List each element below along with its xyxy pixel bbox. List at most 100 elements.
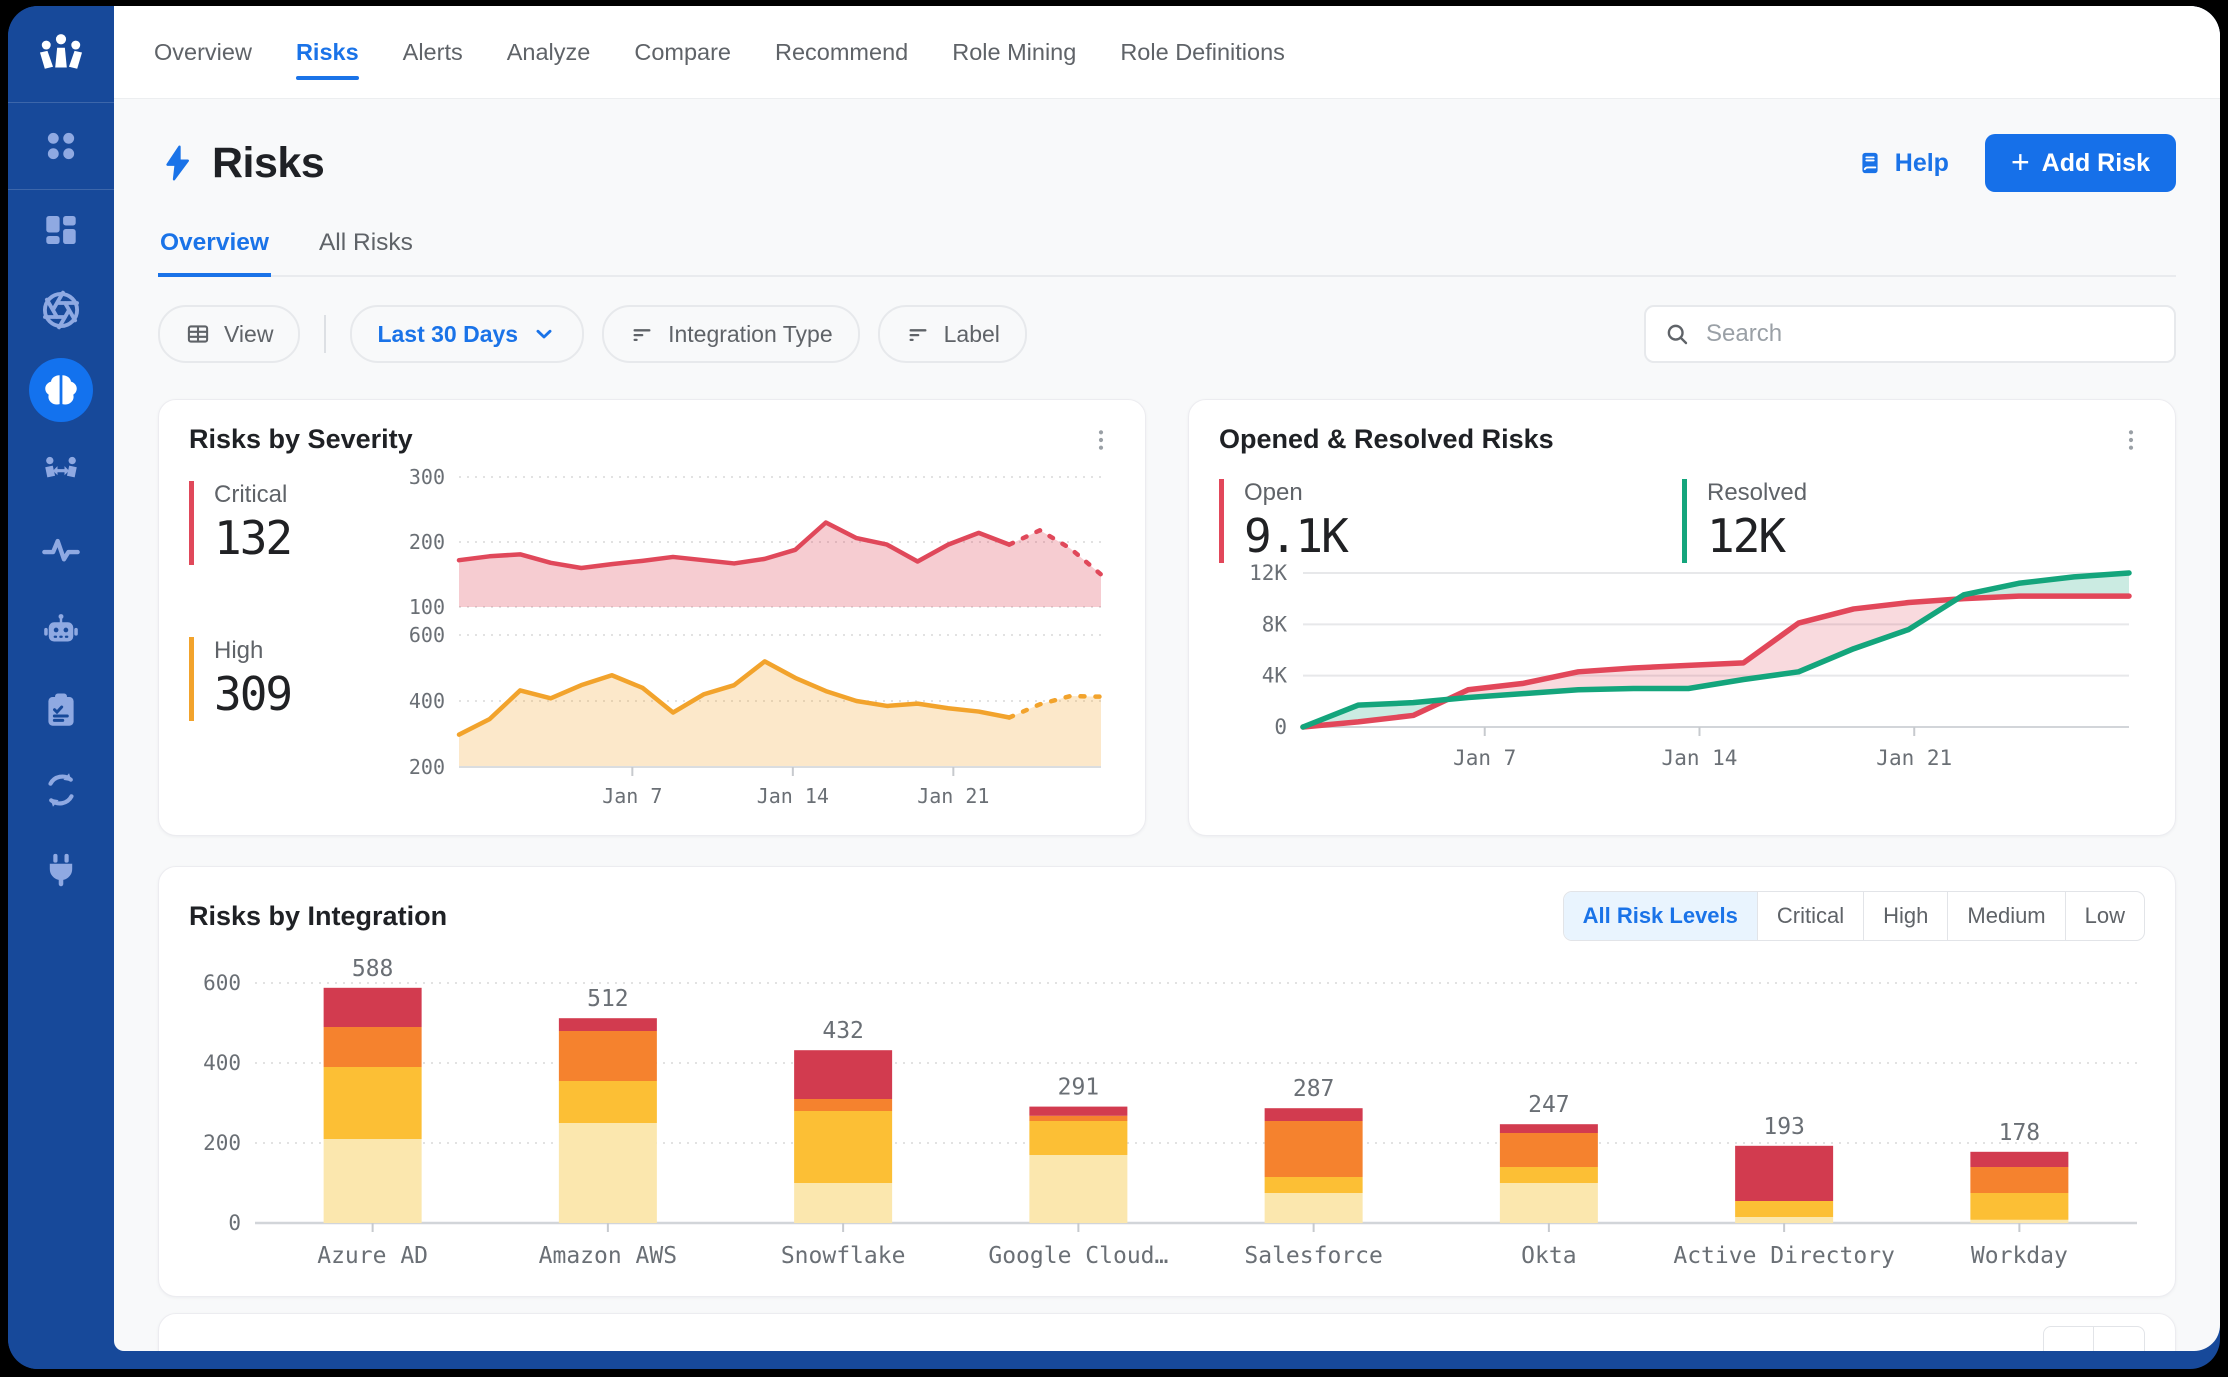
page-title: Risks (212, 138, 325, 187)
sidebar-item-aperture[interactable] (8, 270, 114, 350)
svg-text:200: 200 (409, 755, 445, 779)
svg-text:Jan 14: Jan 14 (1662, 746, 1738, 770)
risk-level-toggle: All Risk Levels Critical High Medium Low (1562, 891, 2145, 941)
open-stat: Open 9.1K (1219, 465, 1409, 563)
sidebar-item-clipboard[interactable] (8, 670, 114, 750)
plug-icon (29, 838, 93, 902)
svg-text:Jan 21: Jan 21 (1876, 746, 1952, 770)
svg-text:600: 600 (203, 971, 241, 995)
clipboard-icon (29, 678, 93, 742)
stat-label: Open (1244, 479, 1303, 506)
page-header: Risks Help + Add Risk (158, 131, 2176, 195)
svg-text:Azure AD: Azure AD (317, 1243, 428, 1269)
sidebar-item-dashboard[interactable] (8, 190, 114, 270)
opened-resolved-card: Opened & Resolved Risks Open 9.1K (1188, 399, 2176, 836)
risks-page: Risks Help + Add Risk Overview All Risks (114, 131, 2220, 1351)
svg-text:200: 200 (409, 530, 445, 554)
svg-text:Jan 14: Jan 14 (757, 784, 829, 808)
help-button[interactable]: Help (1857, 149, 1949, 178)
svg-text:200: 200 (203, 1131, 241, 1155)
svg-text:100: 100 (409, 595, 445, 617)
nav-item-overview[interactable]: Overview (154, 39, 252, 65)
high-stat: High 309 (189, 623, 379, 815)
integration-bar-chart: 0 200 400 600 588 Azure AD 512 Amazon AWS 432 Sno… (203, 956, 2137, 1269)
svg-text:Jan 7: Jan 7 (1453, 746, 1516, 770)
bolt-icon (158, 143, 198, 183)
sidebar-item-robot[interactable] (8, 590, 114, 670)
kebab-menu-icon[interactable] (2117, 426, 2145, 454)
add-risk-label: Add Risk (2041, 148, 2150, 177)
svg-text:588: 588 (352, 956, 394, 982)
card-title: Opened & Resolved Risks (1219, 424, 1554, 454)
svg-text:Snowflake: Snowflake (781, 1243, 906, 1269)
nav-item-recommend[interactable]: Recommend (775, 39, 909, 65)
search-input[interactable] (1704, 319, 2156, 349)
app-window: Overview Risks Alerts Analyze Compare Recomme… (8, 6, 2220, 1369)
level-button-medium[interactable]: Medium (1947, 892, 2064, 940)
cards-row: Risks by Severity Critical 132 300 200 100 (158, 399, 2176, 836)
nav-item-risks[interactable]: Risks (295, 6, 359, 98)
resolved-stat: Resolved 12K (1682, 465, 1872, 563)
integration-type-filter[interactable]: Integration Type (602, 305, 860, 363)
search-icon (1664, 321, 1690, 347)
svg-text:600: 600 (409, 623, 445, 647)
stat-label: Critical (214, 481, 288, 508)
stat-value: 132 (214, 511, 293, 565)
svg-text:193: 193 (1763, 1114, 1805, 1140)
partial-button-right[interactable] (2093, 1326, 2145, 1351)
card-title: Risks by Severity (189, 424, 413, 454)
nav-item-role-mining[interactable]: Role Mining (952, 39, 1077, 65)
main-content: Overview Risks Alerts Analyze Compare Recomme… (114, 6, 2220, 1351)
nav-item-compare[interactable]: Compare (634, 39, 731, 65)
add-risk-button[interactable]: + Add Risk (1984, 134, 2176, 192)
svg-text:12K: 12K (1249, 563, 1287, 585)
nav-item-alerts[interactable]: Alerts (402, 39, 463, 65)
sidebar-item-plug[interactable] (8, 830, 114, 910)
risks-by-integration-card: Risks by Integration All Risk Levels Crit… (158, 866, 2176, 1297)
svg-text:Google Cloud…: Google Cloud… (988, 1243, 1168, 1269)
svg-text:432: 432 (822, 1018, 864, 1044)
tab-all-risks[interactable]: All Risks (318, 229, 413, 256)
stat-value: 309 (214, 667, 293, 721)
nav-item-role-definitions[interactable]: Role Definitions (1120, 39, 1285, 65)
tab-overview[interactable]: Overview (158, 229, 271, 277)
svg-text:400: 400 (409, 689, 445, 713)
level-button-critical[interactable]: Critical (1756, 892, 1863, 940)
level-button-low[interactable]: Low (2064, 892, 2144, 940)
help-label: Help (1894, 148, 1949, 177)
sidebar-item-brain[interactable] (8, 350, 114, 430)
date-range-filter[interactable]: Last 30 Days (350, 305, 585, 363)
page-tabs: Overview All Risks (158, 229, 2176, 277)
critical-stat: Critical 132 (189, 467, 379, 617)
kebab-menu-icon[interactable] (1087, 426, 1115, 454)
svg-text:247: 247 (1528, 1092, 1570, 1118)
level-button-all-risk-levels[interactable]: All Risk Levels (1563, 892, 1757, 940)
company-logo-icon[interactable] (8, 6, 114, 103)
nav-item-analyze[interactable]: Analyze (506, 39, 591, 65)
svg-text:Jan 7: Jan 7 (602, 784, 662, 808)
level-button-high[interactable]: High (1863, 892, 1947, 940)
apps-icon (29, 114, 93, 178)
plus-icon: + (2010, 143, 2030, 180)
partial-button-left[interactable] (2042, 1326, 2095, 1351)
sidebar-item-apps[interactable] (8, 103, 114, 189)
sidebar-item-activity[interactable] (8, 510, 114, 590)
stat-label: Resolved (1707, 479, 1808, 506)
sidebar-item-people-arrow[interactable] (8, 430, 114, 510)
svg-text:0: 0 (1274, 715, 1287, 739)
svg-text:Active Directory: Active Directory (1673, 1243, 1895, 1269)
partial-next-card (158, 1313, 2176, 1351)
top-navigation: Overview Risks Alerts Analyze Compare Recomme… (114, 6, 2220, 99)
filter-divider (324, 315, 327, 353)
svg-text:8K: 8K (1262, 612, 1288, 636)
aperture-icon (29, 278, 93, 342)
view-button[interactable]: View (158, 305, 301, 363)
label-filter[interactable]: Label (877, 305, 1027, 363)
svg-text:4K: 4K (1262, 664, 1288, 688)
funnel-icon (905, 321, 931, 347)
brain-icon (29, 358, 93, 422)
svg-text:Amazon AWS: Amazon AWS (539, 1243, 677, 1269)
header-actions: Help + Add Risk (1857, 134, 2176, 192)
sidebar-item-sync[interactable] (8, 750, 114, 830)
card-title: Risks by Integration (189, 900, 448, 931)
